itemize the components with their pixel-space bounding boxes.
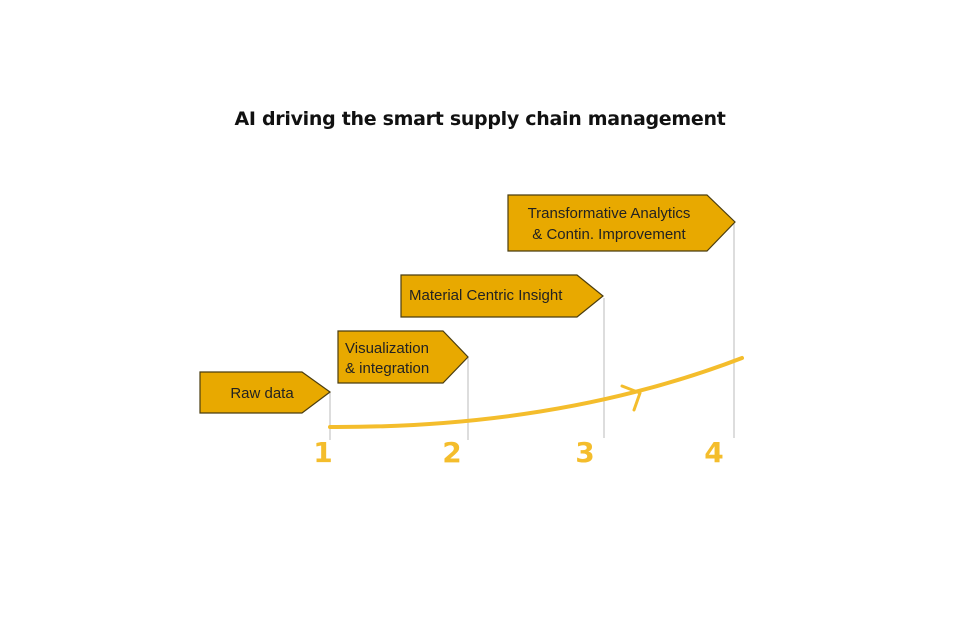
stage-number-2: 2 [442, 436, 461, 469]
diagram-title: AI driving the smart supply chain manage… [234, 108, 726, 130]
stage-4-label-line1: Transformative Analytics [528, 205, 691, 222]
curve-arrow-icon [620, 384, 642, 412]
stage-1-box: Raw data [199, 371, 332, 414]
stage-2-label-line2: & integration [345, 360, 429, 377]
stage-4-box: Transformative Analytics & Contin. Impro… [507, 194, 736, 252]
stage-4-label-line2: & Contin. Improvement [532, 226, 686, 243]
stage-2-box: Visualization & integration [337, 330, 469, 384]
stage-3-box: Material Centric Insight [400, 274, 604, 318]
stage-2-label-line1: Visualization [345, 340, 429, 357]
stage-number-4: 4 [704, 436, 723, 469]
stage-number-1: 1 [313, 436, 332, 469]
stage-1-label: Raw data [230, 385, 294, 402]
growth-curve [328, 356, 744, 430]
stage-3-label: Material Centric Insight [409, 287, 563, 304]
stage-number-3: 3 [575, 436, 594, 469]
